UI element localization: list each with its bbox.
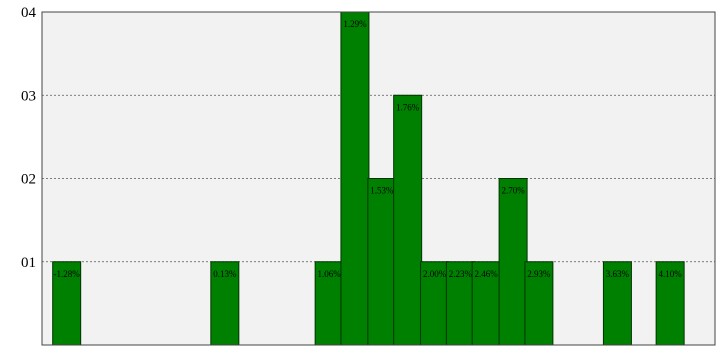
- bar-labels: -1.28% 0.13% 1.06% 1.29% 1.53% 1.76% 2.00% 2.23…: [54, 19, 683, 279]
- bar-value-label: 1.06%: [318, 269, 342, 279]
- plot-frame: [41, 11, 716, 346]
- bar-value-label: 1.53%: [370, 186, 394, 196]
- y-tick-label: 01: [21, 255, 36, 271]
- y-tick-label: 03: [21, 88, 36, 104]
- bar: [340, 11, 370, 346]
- bar: [367, 178, 397, 346]
- bar: [498, 178, 528, 346]
- bar-value-label: 0.13%: [213, 269, 237, 279]
- bar: [210, 261, 240, 346]
- bar: [655, 261, 685, 346]
- bar-value-label: -1.28%: [54, 269, 81, 279]
- bar-value-label: 2.70%: [501, 186, 525, 196]
- bars: [52, 11, 685, 346]
- bar-value-label: 1.29%: [343, 19, 367, 29]
- bar-value-label: 2.23%: [449, 269, 473, 279]
- bar-value-label: 2.46%: [475, 269, 499, 279]
- bar-value-label: 2.00%: [423, 269, 447, 279]
- bar-value-label: 1.76%: [396, 102, 420, 112]
- bar-value-label: 4.10%: [659, 269, 683, 279]
- bar-value-label: 3.63%: [606, 269, 630, 279]
- y-axis-ticks: 01 02 03 04: [21, 5, 37, 271]
- bar-value-label: 2.93%: [527, 269, 551, 279]
- y-tick-label: 02: [21, 172, 36, 188]
- bar: [393, 94, 423, 346]
- bar: [602, 261, 632, 346]
- bar: [314, 261, 344, 346]
- y-tick-label: 04: [21, 5, 37, 21]
- bar: [524, 261, 554, 346]
